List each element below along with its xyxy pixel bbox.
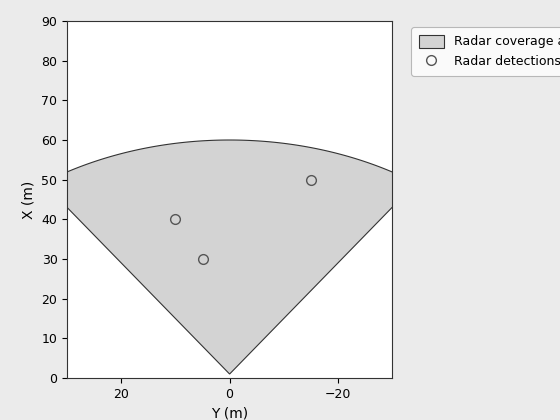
- Line: Radar detections: Radar detections: [171, 175, 316, 264]
- Y-axis label: X (m): X (m): [22, 180, 36, 219]
- X-axis label: Y (m): Y (m): [211, 406, 248, 420]
- Legend: Radar coverage area, Radar detections: Radar coverage area, Radar detections: [411, 27, 560, 76]
- Polygon shape: [43, 140, 416, 374]
- Radar detections: [172, 217, 179, 222]
- Radar detections: [199, 257, 206, 262]
- Radar detections: [307, 177, 314, 182]
